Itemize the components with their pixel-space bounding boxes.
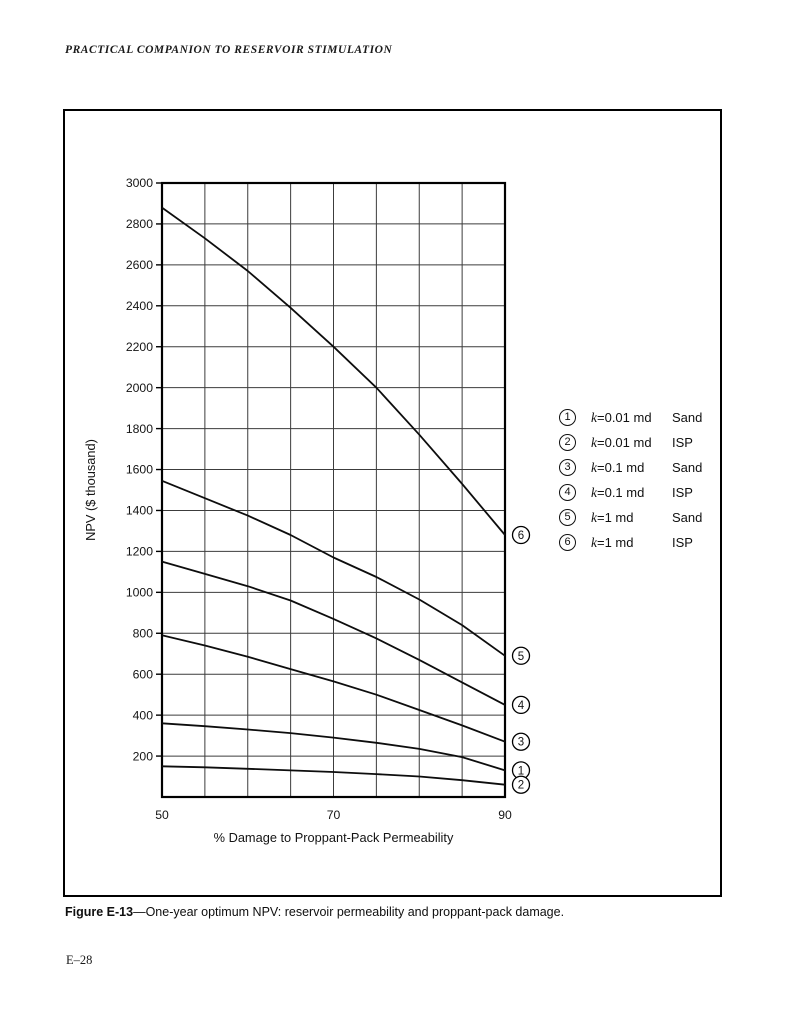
curve-end-marker-circle xyxy=(511,732,531,751)
curve-end-marker-circle xyxy=(511,646,531,665)
curve-end-marker-number: 6 xyxy=(518,530,524,542)
page-number: E–28 xyxy=(66,953,93,967)
chart-svg: 200 400 600 800 1000 1200 1400 1600 1800 2000 2200… xyxy=(83,176,531,845)
y-tick-label: 3000 xyxy=(126,176,153,190)
curve-6 xyxy=(161,206,506,536)
legend-proppant-type: Sand xyxy=(672,510,703,525)
legend-k-symbol: k xyxy=(591,509,597,525)
legend-perm-value: =0.01 md xyxy=(597,434,652,450)
x-tick-label: 90 xyxy=(498,808,512,822)
y-tick-label: 1400 xyxy=(126,504,153,518)
figure-caption: Figure E-13—One-year optimum NPV: reserv… xyxy=(65,905,705,919)
curve-3 xyxy=(161,634,506,743)
legend-k-symbol: k xyxy=(591,409,597,425)
legend-item: 2 k=0.01 md ISP xyxy=(559,430,702,455)
legend-proppant-type: Sand xyxy=(672,460,703,475)
curve-end-marker-number: 2 xyxy=(518,780,524,792)
legend-perm-value: =1 md xyxy=(597,509,634,525)
legend-marker-circle: 6 xyxy=(559,534,576,551)
legend-proppant-type: ISP xyxy=(672,535,693,550)
legend-perm-value: =1 md xyxy=(597,534,634,550)
legend-marker-circle: 2 xyxy=(559,434,576,451)
curve-end-marker-number: 1 xyxy=(518,765,524,777)
figure-frame: 200 400 600 800 1000 1200 1400 1600 1800 2000 2200… xyxy=(63,109,722,897)
curve-end-marker-circle xyxy=(511,525,531,545)
y-tick-label: 800 xyxy=(133,626,154,640)
legend-k-symbol: k xyxy=(591,459,597,475)
y-tick-label: 1200 xyxy=(126,545,153,559)
y-tick-label: 1800 xyxy=(126,422,153,436)
x-tick-label: 50 xyxy=(155,808,169,822)
curve-5 xyxy=(161,479,506,657)
legend-marker-circle: 1 xyxy=(559,409,576,426)
y-tick-label: 600 xyxy=(133,667,154,681)
legend-proppant-type: Sand xyxy=(672,410,703,425)
y-axis-title: NPV ($ thousand) xyxy=(83,439,98,541)
y-tick-label: 1000 xyxy=(126,586,153,600)
y-tick-label: 2800 xyxy=(126,217,153,231)
x-tick-label: 70 xyxy=(327,808,341,822)
x-axis-title: % Damage to Proppant-Pack Permeability xyxy=(214,830,454,845)
y-tick-label: 2200 xyxy=(126,340,153,354)
curve-end-marker-number: 5 xyxy=(518,651,524,663)
figure-caption-label: Figure E-13 xyxy=(65,905,134,919)
y-tick-label: 2400 xyxy=(126,299,153,313)
legend-marker-circle: 5 xyxy=(559,509,576,526)
legend-marker-circle: 4 xyxy=(559,484,576,501)
legend-item: 4 k=0.1 md ISP xyxy=(559,480,702,505)
legend-perm-value: =0.1 md xyxy=(597,459,645,475)
curve-1 xyxy=(161,722,506,772)
legend-proppant-type: ISP xyxy=(672,435,693,450)
curve-end-marker-circle xyxy=(511,695,531,715)
curve-4 xyxy=(161,560,506,706)
y-tick-label: 1600 xyxy=(126,463,153,477)
legend-perm-value: =0.1 md xyxy=(597,484,645,500)
legend-marker-circle: 3 xyxy=(559,459,576,476)
legend-perm-value: =0.01 md xyxy=(597,409,652,425)
legend-item: 5 k=1 md Sand xyxy=(559,505,702,530)
y-tick-label: 200 xyxy=(133,749,154,763)
running-head: PRACTICAL COMPANION TO RESERVOIR STIMULA… xyxy=(65,44,393,56)
curve-end-marker-circle xyxy=(511,775,531,794)
y-tick-label: 2600 xyxy=(126,258,153,272)
figure-caption-text: —One-year optimum NPV: reservoir permeab… xyxy=(133,905,565,919)
legend-item: 1 k=0.01 md Sand xyxy=(559,405,702,430)
plot-border xyxy=(160,181,507,799)
legend-k-symbol: k xyxy=(591,434,597,450)
y-tick-label: 400 xyxy=(133,708,154,722)
chart-legend: 1 k=0.01 md Sand 2 k=0.01 md ISP 3 k=0.1… xyxy=(559,405,702,555)
curve-2 xyxy=(161,765,506,786)
y-tick-label: 2000 xyxy=(126,381,153,395)
curve-end-marker-number: 3 xyxy=(518,737,524,749)
legend-item: 3 k=0.1 md Sand xyxy=(559,455,702,480)
legend-item: 6 k=1 md ISP xyxy=(559,530,702,555)
curve-end-marker-number: 4 xyxy=(518,700,525,712)
legend-k-symbol: k xyxy=(591,484,597,500)
legend-k-symbol: k xyxy=(591,534,597,550)
legend-proppant-type: ISP xyxy=(672,485,693,500)
